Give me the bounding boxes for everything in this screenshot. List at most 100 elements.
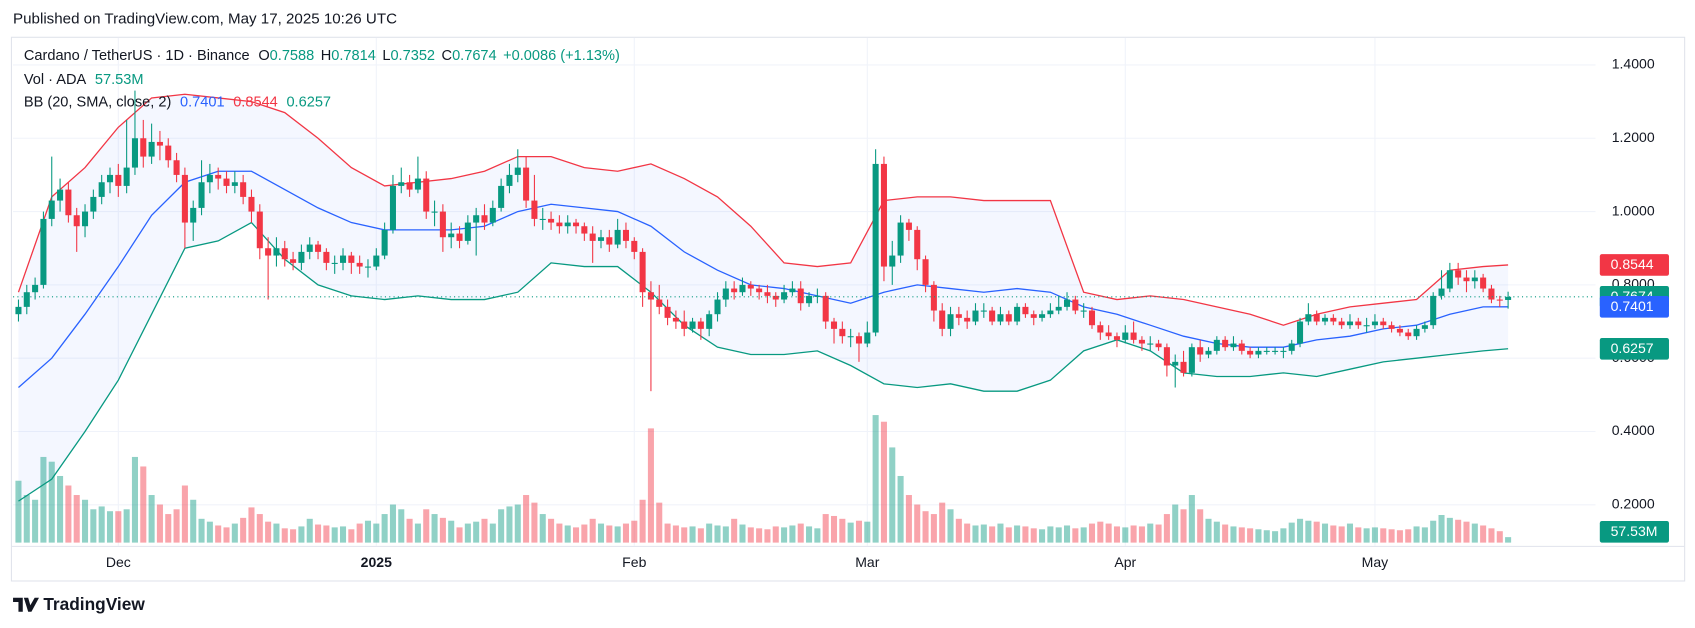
candle-body	[414, 178, 421, 190]
volume-bar	[1413, 526, 1420, 543]
candle-body	[115, 174, 122, 186]
volume-bar	[806, 526, 813, 543]
volume-bar	[156, 504, 163, 543]
volume-bar	[373, 523, 380, 543]
candle-body	[722, 288, 729, 300]
volume-bar	[589, 518, 596, 543]
volume-bar	[1255, 529, 1262, 543]
volume-bar	[306, 518, 313, 543]
candle-body	[1097, 325, 1104, 333]
candle-body	[1188, 347, 1195, 373]
published: Published on TradingView.com, May 17, 20…	[13, 10, 397, 27]
candle-body	[955, 314, 962, 318]
candle-body	[1247, 350, 1254, 355]
candle-body	[1172, 361, 1179, 366]
candle-body	[573, 222, 580, 227]
volume-bar	[489, 523, 496, 543]
volume-bar	[231, 523, 238, 543]
volume-bar	[739, 524, 746, 543]
volume-bar	[1105, 523, 1112, 543]
candle-body	[1413, 328, 1420, 337]
volume-bar	[822, 514, 829, 543]
candle-body	[1297, 321, 1304, 344]
volume-bar	[223, 527, 230, 543]
candle-body	[373, 255, 380, 267]
volume-bar	[1238, 527, 1245, 543]
volume-bar	[1047, 526, 1054, 543]
volume-bar	[473, 521, 480, 543]
candle-body	[806, 295, 813, 304]
volume-bar	[1305, 520, 1312, 543]
candle-body	[1022, 306, 1029, 315]
candle-body	[847, 336, 854, 338]
candle-body	[73, 215, 80, 227]
candle-body	[681, 321, 688, 329]
candle-body	[1496, 299, 1503, 301]
volume-bar	[864, 521, 871, 543]
bb-upper-badge-bg	[1599, 254, 1669, 276]
candle-body	[1005, 314, 1012, 322]
volume-bar	[90, 509, 97, 543]
volume-bar	[639, 499, 646, 543]
volume-bar	[506, 506, 513, 543]
candle-body	[1014, 306, 1021, 322]
candle-body	[356, 262, 363, 267]
volume-bar	[406, 518, 413, 543]
candle-body	[1113, 336, 1120, 340]
volume-bar	[847, 522, 854, 543]
candle-body	[98, 182, 105, 197]
volume-bar	[1455, 519, 1462, 543]
candle-body	[781, 292, 788, 300]
volume-bar	[1097, 521, 1104, 543]
volume-bar	[1022, 526, 1029, 543]
candle-body	[764, 292, 771, 296]
volume-bar	[997, 523, 1004, 543]
volume-bar	[1496, 531, 1503, 543]
candle-body	[647, 292, 654, 300]
volume-bar	[23, 495, 30, 543]
volume-bar	[781, 527, 788, 543]
candle-body	[381, 229, 388, 256]
volume-bar	[498, 509, 505, 543]
volume-bar	[1247, 528, 1254, 543]
candle-body	[1438, 288, 1445, 296]
volume-bar	[706, 523, 713, 543]
candle-body	[1330, 317, 1337, 322]
candle-body	[1371, 321, 1378, 326]
candle-body	[980, 310, 987, 312]
candle-body	[1213, 339, 1220, 351]
candle-body	[339, 255, 347, 263]
candle-body	[364, 266, 372, 268]
change: +0.0086 (+1.13%)	[503, 48, 620, 64]
volume-bar	[439, 517, 446, 543]
candle-body	[947, 314, 954, 329]
candle-body	[1272, 350, 1279, 352]
volume-bar	[531, 502, 538, 543]
volume-bar	[1338, 526, 1345, 543]
candle-body	[389, 185, 396, 230]
volume-bar	[980, 524, 987, 543]
volume-bar	[714, 525, 721, 543]
candle-body	[997, 314, 1004, 322]
volume-bar	[273, 523, 280, 543]
ohlc-label: O	[258, 48, 269, 64]
candle-body	[855, 336, 863, 344]
volume-bar	[839, 518, 846, 543]
candle-body	[1030, 314, 1037, 318]
candle-body	[65, 189, 72, 216]
volume-bar	[464, 523, 471, 543]
candle-body	[706, 314, 713, 329]
volume-bar	[772, 526, 779, 543]
candle-body	[731, 288, 738, 293]
volume-bar	[481, 518, 488, 543]
volume-bar	[939, 502, 946, 543]
candle-body	[290, 259, 297, 263]
volume-bar	[265, 521, 272, 543]
ohlc-value: 0.7352	[390, 48, 435, 64]
x-tick-label: Feb	[622, 554, 646, 570]
candle-body	[564, 222, 571, 227]
candle-body	[972, 310, 979, 322]
volume-bar	[1122, 527, 1129, 543]
candle-body	[1055, 306, 1062, 311]
bb-title: BB (20, SMA, close, 2)	[24, 95, 171, 111]
